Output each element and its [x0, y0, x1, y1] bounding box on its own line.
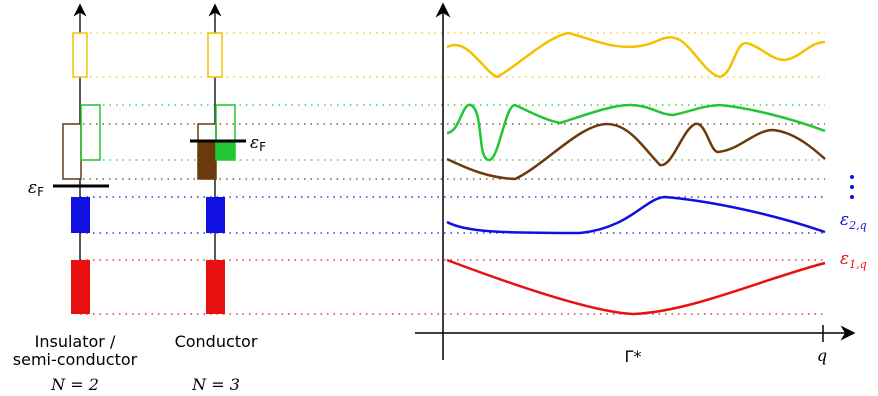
blue-band-curve: [446, 195, 826, 235]
conductor-brown-band-filled: [198, 141, 216, 179]
q-label: q: [817, 346, 827, 365]
conductor-blue-band: [206, 197, 225, 233]
conductor-green-band-filled: [216, 141, 235, 160]
yellow-band-curve: [446, 31, 826, 79]
insulator-green-band: [80, 104, 101, 161]
conductor-n-label: N = 3: [191, 375, 240, 394]
conductor-yellow-band: [207, 32, 223, 78]
conductor-column: εF Conductor N = 3: [175, 3, 266, 394]
insulator-blue-band: [71, 197, 90, 233]
conductor-fermi-label: εF: [250, 133, 266, 154]
insulator-red-band: [71, 260, 90, 314]
green-band-curve: [446, 103, 826, 162]
guide-lines: [70, 32, 825, 315]
conductor-label: Conductor: [175, 332, 258, 351]
dispersion-panel: Γ* q ε2,q ε1,q: [415, 2, 867, 366]
conductor-red-band: [206, 260, 225, 314]
brown-band-curve: [446, 122, 826, 181]
insulator-fermi-label: εF: [28, 178, 44, 199]
insulator-n-label: N = 2: [50, 375, 99, 394]
red-band-curve: [446, 258, 826, 316]
insulator-yellow-band: [72, 32, 88, 78]
eps2-label: ε2,q: [840, 210, 867, 232]
ellipsis-dots: [850, 175, 854, 199]
insulator-column: εF Insulator / semi-conductor N = 2: [13, 3, 138, 394]
insulator-label-line1: Insulator /: [35, 332, 116, 351]
gamma-label: Γ*: [625, 347, 642, 366]
eps1-label: ε1,q: [840, 249, 867, 271]
insulator-label-line2: semi-conductor: [13, 350, 138, 369]
insulator-brown-band: [62, 123, 82, 180]
